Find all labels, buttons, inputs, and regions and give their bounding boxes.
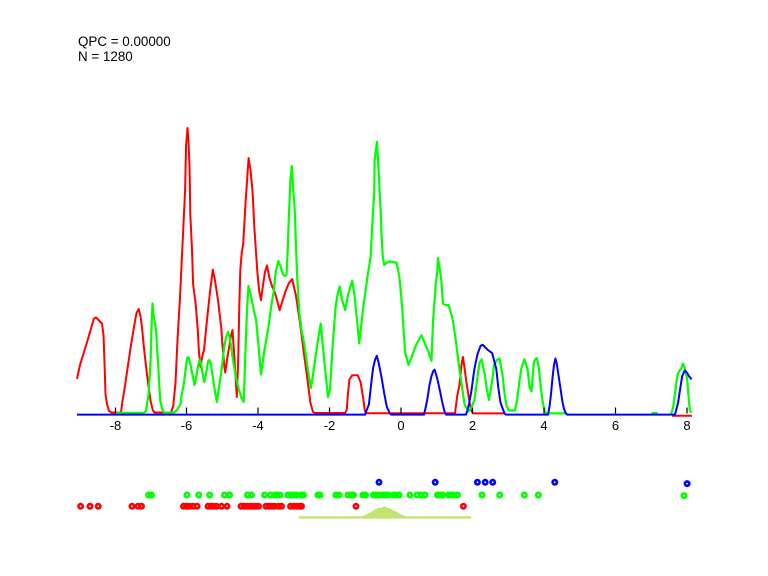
svg-text:-6: -6 — [181, 418, 193, 433]
svg-text:6: 6 — [612, 418, 619, 433]
svg-text:-8: -8 — [110, 418, 122, 433]
svg-text:-4: -4 — [252, 418, 264, 433]
svg-text:-2: -2 — [324, 418, 336, 433]
svg-text:0: 0 — [397, 418, 404, 433]
svg-text:2: 2 — [469, 418, 476, 433]
svg-text:4: 4 — [540, 418, 547, 433]
svg-text:8: 8 — [683, 418, 690, 433]
